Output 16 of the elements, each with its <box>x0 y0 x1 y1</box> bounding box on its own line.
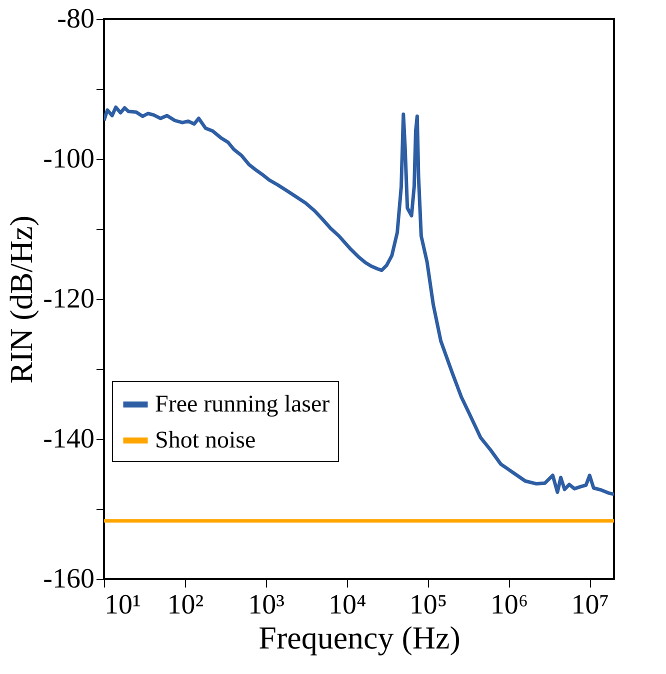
x-tick-label: 10⁶ <box>490 590 528 620</box>
x-axis-title: Frequency (Hz) <box>258 620 460 656</box>
legend-label: Shot noise <box>155 428 256 454</box>
x-tick-label: 10⁷ <box>571 590 610 620</box>
x-tick-label: 10¹ <box>104 590 141 620</box>
y-axis-title: RIN (dB/Hz) <box>3 216 40 384</box>
y-tick-label: -140 <box>43 424 94 454</box>
legend-label: Free running laser <box>155 392 330 418</box>
y-tick-label: -120 <box>43 284 94 314</box>
y-tick-label: -160 <box>43 564 94 594</box>
x-tick-label: 10³ <box>248 590 285 620</box>
x-tick-label: 10⁴ <box>328 590 366 620</box>
y-tick-label: -100 <box>43 144 94 174</box>
x-tick-label: 10² <box>167 590 204 620</box>
x-tick-label: 10⁵ <box>409 590 448 620</box>
y-tick-label: -80 <box>57 4 94 34</box>
